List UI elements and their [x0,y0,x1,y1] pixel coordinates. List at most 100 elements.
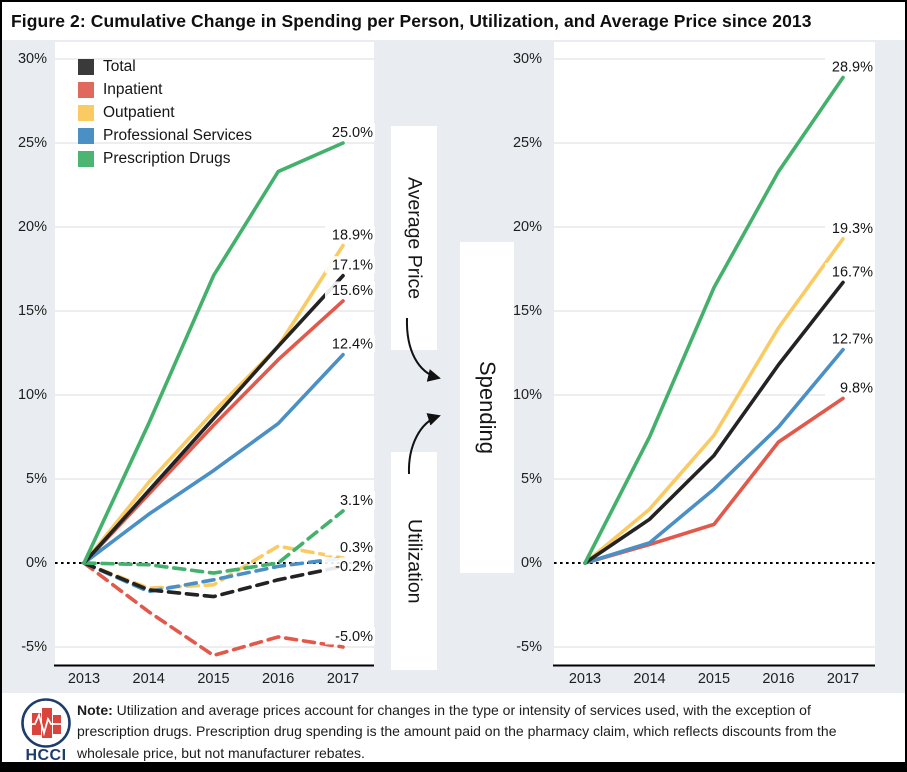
hcci-logo: HCCI [21,698,71,764]
end-label-bg [825,57,875,75]
legend-label: Total [103,57,136,75]
legend-swatch [78,150,94,167]
average-price-box [391,126,437,350]
left-x-tick-label: 2016 [262,671,295,687]
chart-panels [55,42,875,666]
series-end-label: 12.7% [832,332,873,348]
right-y-tick-label: 0% [521,555,542,571]
left-x-tick-label: 2013 [67,671,101,687]
utilization-box [391,452,437,670]
end-label-bg [825,378,875,396]
figure-title: Figure 2: Cumulative Change in Spending … [11,10,812,31]
end-label-bg [325,123,375,141]
series-end-label: 12.4% [332,337,373,353]
right-y-tick-label: -5% [516,639,542,655]
right-y-tick-label: 30% [512,51,542,67]
end-label-bg [325,225,375,243]
right-line-prescription-drugs-spending [583,75,845,565]
legend-swatch [78,58,94,75]
flow-boxes [391,126,514,670]
legend-label: Professional Services [103,126,253,144]
utilization-label: Utilization [403,518,426,604]
spending-label: Spending [475,361,500,454]
series-end-label: 0.3% [340,540,373,556]
series-end-label: 28.9% [832,59,873,75]
note-text: Note: Utilization and average prices acc… [77,700,885,764]
left-x-tick-label: 2017 [326,671,360,687]
gridlines [54,58,875,667]
note-label: Note: [77,702,113,718]
right-y-tick-label: 15% [512,303,542,319]
legend-label: Prescription Drugs [103,149,231,167]
right-x-tick-label: 2014 [633,671,666,687]
left-line-inpatient-utilization [82,561,345,658]
series-end-label: 16.7% [832,264,873,280]
legend: Total Inpatient Outpatient Professional Ser… [78,58,252,173]
average-price-arrow [405,317,441,382]
spending-box [460,242,514,573]
title-bar: Figure 2: Cumulative Change in Spending … [2,2,905,40]
right-line-total-spending [583,280,845,565]
left-y-tick-label: 15% [17,303,47,319]
left-y-tick-label: 25% [17,135,47,151]
legend-item: Outpatient [78,104,252,121]
right-x-tick-label: 2013 [568,671,602,687]
note-body: Utilization and average prices account f… [77,702,837,761]
left-y-tick-label: 10% [17,387,47,403]
left-x-tick-label: 2014 [132,671,165,687]
right-line-professional-services-spending [583,347,845,565]
utilization-arrow [407,413,441,475]
legend-item: Inpatient [78,81,252,98]
end-label-bg [325,538,375,556]
left-line-prescription-drugs-average-price [82,141,345,565]
legend-swatch [78,104,94,121]
right-y-tick-label: 10% [512,387,542,403]
legend-swatch [78,81,94,98]
legend-label: Inpatient [103,80,163,98]
series-end-labels: 25.0% 18.9% 17.1% 15.6% 12.4% 3.1% 0.3% -0.2% -5… [325,57,875,645]
right-chart-panel [554,42,875,666]
right-x-tick-label: 2017 [826,671,860,687]
left-y-tick-label: 0% [26,555,47,571]
series-end-label: -0.2% [335,559,373,575]
right-y-tick-label: 20% [512,219,542,235]
legend-swatch [78,127,94,144]
bottom-bar [2,762,905,770]
left-y-tick-label: 20% [17,219,47,235]
left-y-tick-label: 30% [17,51,47,67]
hcci-logo-text: HCCI [25,747,66,764]
legend-item: Prescription Drugs [78,150,252,167]
legend-item: Total [78,58,252,75]
right-x-tick-label: 2015 [697,671,731,687]
end-label-bg [325,491,375,509]
end-label-bg [825,219,875,237]
left-x-tick-label: 2015 [197,671,230,687]
end-label-bg [825,262,875,280]
hcci-logo-mark [27,708,65,738]
right-x-tick-label: 2016 [762,671,795,687]
series-end-label: 19.3% [832,221,873,237]
flow-arrows [405,317,441,475]
left-y-tick-label: 5% [26,471,47,487]
end-label-bg [325,627,375,645]
right-y-tick-label: 25% [512,135,542,151]
right-y-tick-label: 5% [521,471,542,487]
average-price-label: Average Price [403,176,426,300]
left-line-total-average-price [82,273,345,565]
end-label-bg [825,330,875,348]
left-line-professional-services-average-price [82,352,345,565]
left-line-prescription-drugs-utilization [82,509,345,575]
series-end-label: 17.1% [332,258,373,274]
left-line-total-utilization [82,561,345,599]
series-end-label: 15.6% [332,283,373,299]
end-label-bg [325,557,375,575]
end-label-bg [325,335,375,353]
series-end-label: 25.0% [332,125,373,141]
legend-item: Professional Services [78,127,252,144]
left-line-outpatient-average-price [82,243,345,565]
series-end-label: 9.8% [840,380,873,396]
series-end-label: 3.1% [340,493,373,509]
end-label-bg [325,256,375,274]
